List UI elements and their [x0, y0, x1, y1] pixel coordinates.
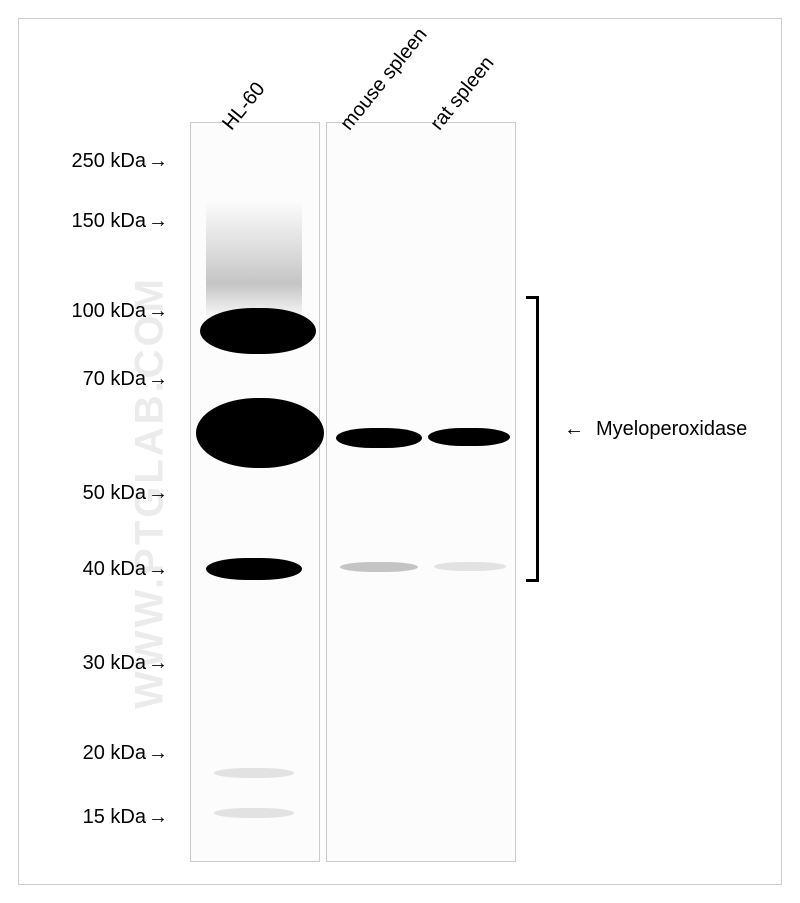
band: [434, 562, 506, 571]
band: [206, 200, 302, 320]
bracket-segment: [536, 296, 539, 582]
blot-panel-2: [326, 122, 516, 862]
band: [196, 398, 324, 468]
ladder-label: 70 kDa→: [30, 368, 168, 391]
band: [206, 558, 302, 580]
band: [214, 808, 294, 818]
band: [336, 428, 422, 448]
ladder-label: 250 kDa→: [30, 150, 168, 173]
band: [340, 562, 418, 572]
blot-figure: WWW.PTGLAB.COM HL-60mouse spleenrat sple…: [0, 0, 800, 903]
bracket-segment: [526, 296, 536, 299]
target-arrow-icon: ←: [564, 418, 584, 441]
ladder-label: 30 kDa→: [30, 652, 168, 675]
ladder-label: 50 kDa→: [30, 482, 168, 505]
band: [200, 308, 316, 354]
band: [428, 428, 510, 446]
ladder-label: 40 kDa→: [30, 558, 168, 581]
ladder-label: 20 kDa→: [30, 742, 168, 765]
bracket-segment: [526, 579, 536, 582]
ladder-label: 150 kDa→: [30, 210, 168, 233]
band: [214, 768, 294, 778]
ladder-label: 15 kDa→: [30, 806, 168, 829]
target-label: Myeloperoxidase: [596, 418, 747, 441]
ladder-label: 100 kDa→: [30, 300, 168, 323]
